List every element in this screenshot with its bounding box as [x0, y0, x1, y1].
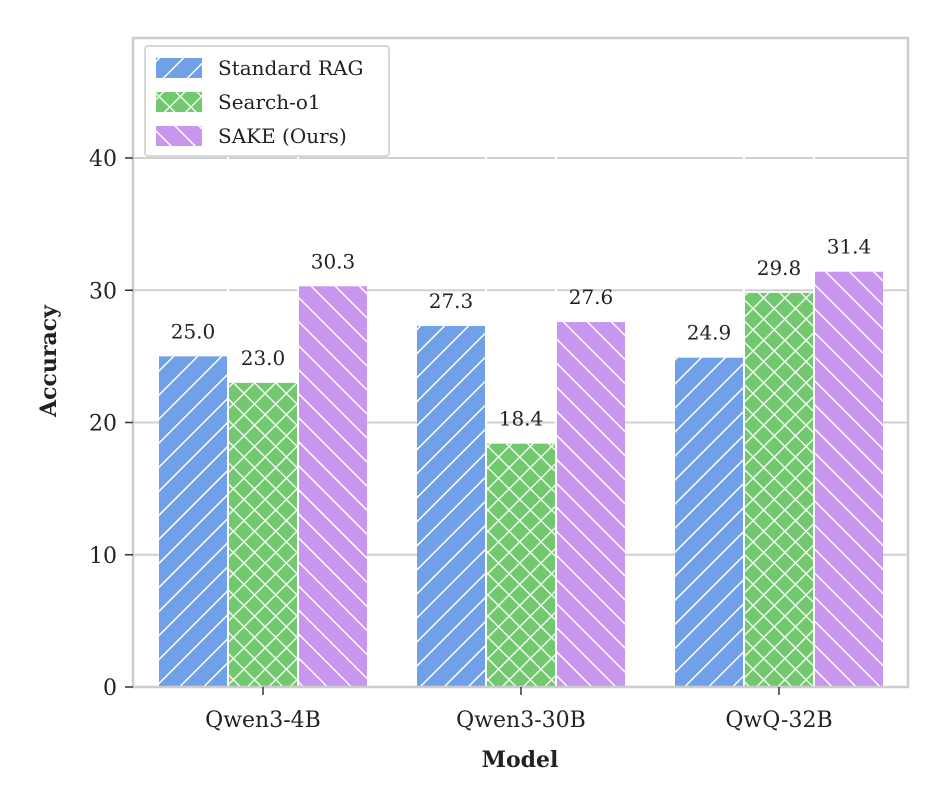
value-label: 31.4 [827, 235, 872, 259]
legend-label: SAKE (Ours) [218, 124, 347, 148]
bar-hatch [815, 271, 883, 687]
bars [159, 38, 883, 687]
legend-label: Standard RAG [218, 56, 363, 80]
legend: Standard RAG Search-o1 SAKE (Ours) [144, 45, 390, 157]
bar-hatch [417, 325, 485, 687]
bar-hatch [299, 286, 367, 687]
bar-hatch [159, 356, 227, 687]
legend-swatch-hatch [156, 58, 202, 78]
value-label: 24.9 [687, 321, 732, 345]
value-label: 29.8 [757, 256, 802, 280]
x-tick-label: Qwen3-4B [205, 708, 321, 733]
y-axis-label: Accuracy [36, 304, 62, 418]
y-tick-label: 40 [89, 147, 117, 172]
value-label: 27.3 [429, 289, 474, 313]
bar-hatch [229, 382, 297, 687]
x-axis-ticks: Qwen3-4B Qwen3-30B QwQ-32B [205, 687, 833, 733]
y-tick-label: 30 [89, 279, 117, 304]
bar-hatch [675, 357, 743, 687]
x-tick-label: Qwen3-30B [456, 708, 586, 733]
bar-hatch [487, 443, 555, 687]
y-tick-label: 0 [103, 676, 117, 701]
bar-hatch [557, 321, 625, 687]
y-tick-label: 20 [89, 412, 117, 437]
value-label: 25.0 [171, 319, 216, 343]
x-axis-label: Model [482, 747, 559, 773]
y-axis-ticks: 0 10 20 30 40 [89, 147, 133, 701]
value-label: 30.3 [311, 249, 356, 273]
value-label: 18.4 [499, 407, 544, 431]
value-label: 23.0 [241, 346, 286, 370]
value-labels: 25.0 27.3 24.9 23.0 18.4 29.8 30.3 27.6 31.4 [171, 235, 872, 431]
value-label: 27.6 [569, 285, 614, 309]
legend-frame [144, 45, 390, 157]
bar-hatch [745, 292, 813, 687]
x-tick-label: QwQ-32B [725, 708, 832, 733]
legend-swatch-hatch [156, 126, 202, 146]
legend-label: Search-o1 [218, 90, 321, 114]
legend-swatch-hatch [156, 92, 202, 112]
y-tick-label: 10 [89, 544, 117, 569]
